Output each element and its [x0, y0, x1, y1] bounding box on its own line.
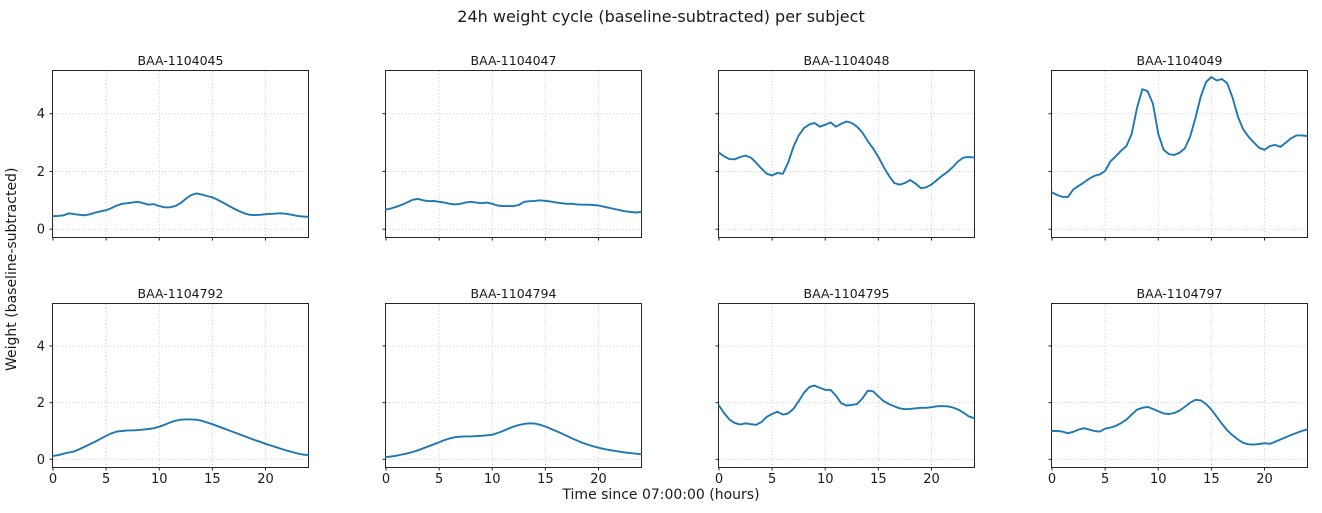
svg-text:5: 5 — [102, 472, 110, 487]
subplot-plot-area — [715, 71, 975, 241]
svg-text:0: 0 — [37, 453, 45, 468]
svg-text:15: 15 — [537, 472, 554, 487]
svg-text:4: 4 — [37, 107, 45, 122]
subplot-baa-1104797: BAA-1104797 0 5 10 15 20 — [1048, 286, 1308, 487]
svg-text:0: 0 — [382, 472, 390, 487]
svg-text:10: 10 — [484, 472, 501, 487]
svg-text:10: 10 — [817, 472, 834, 487]
shared-x-axis-label: Time since 07:00:00 (hours) — [562, 487, 760, 503]
svg-text:0: 0 — [1048, 472, 1056, 487]
figure-suptitle: 24h weight cycle (baseline-subtracted) p… — [457, 7, 865, 26]
svg-text:2: 2 — [37, 165, 45, 180]
svg-text:10: 10 — [1150, 472, 1167, 487]
subplot-plot-area — [382, 71, 642, 241]
svg-text:15: 15 — [204, 472, 221, 487]
subplot-baa-1104045: BAA-1104045 0 2 4 — [37, 53, 309, 241]
svg-text:0: 0 — [715, 472, 723, 487]
svg-text:4: 4 — [37, 339, 45, 354]
subplot-plot-area: 0 5 10 15 20 — [1048, 304, 1308, 487]
svg-text:20: 20 — [923, 472, 940, 487]
subplot-baa-1104795: BAA-1104795 0 5 10 15 20 — [715, 286, 975, 487]
subplot-plot-area: 0 5 10 15 20 — [382, 304, 642, 487]
subplot-title: BAA-1104792 — [137, 286, 224, 301]
svg-text:20: 20 — [590, 472, 607, 487]
subplot-baa-1104048: BAA-1104048 — [715, 53, 975, 241]
subplot-plot-area — [1048, 71, 1308, 241]
svg-text:15: 15 — [870, 472, 887, 487]
svg-text:0: 0 — [49, 472, 57, 487]
subplot-plot-area: 0 5 10 15 20 0 2 4 — [37, 304, 309, 487]
svg-text:5: 5 — [1101, 472, 1109, 487]
svg-text:5: 5 — [435, 472, 443, 487]
subplot-plot-area: 0 5 10 15 20 — [715, 304, 975, 487]
subplot-baa-1104047: BAA-1104047 — [382, 53, 642, 241]
subplot-baa-1104794: BAA-1104794 0 5 10 15 20 — [382, 286, 642, 487]
svg-text:0: 0 — [37, 223, 45, 238]
svg-text:20: 20 — [1256, 472, 1273, 487]
shared-y-axis-label: Weight (baseline-subtracted) — [4, 167, 20, 371]
subplot-title: BAA-1104795 — [803, 286, 890, 301]
svg-text:2: 2 — [37, 396, 45, 411]
subplot-title: BAA-1104049 — [1136, 53, 1223, 68]
subplot-title: BAA-1104794 — [470, 286, 557, 301]
svg-text:10: 10 — [151, 472, 168, 487]
svg-text:5: 5 — [768, 472, 776, 487]
subplot-title: BAA-1104045 — [137, 53, 224, 68]
subplot-baa-1104049: BAA-1104049 — [1048, 53, 1308, 241]
subplot-title: BAA-1104048 — [803, 53, 890, 68]
subplot-title: BAA-1104797 — [1136, 286, 1223, 301]
svg-text:20: 20 — [257, 472, 274, 487]
subplot-title: BAA-1104047 — [470, 53, 557, 68]
svg-text:15: 15 — [1203, 472, 1220, 487]
subplot-baa-1104792: BAA-1104792 0 5 10 15 20 0 2 4 — [37, 286, 309, 487]
subplot-plot-area: 0 2 4 — [37, 71, 309, 241]
